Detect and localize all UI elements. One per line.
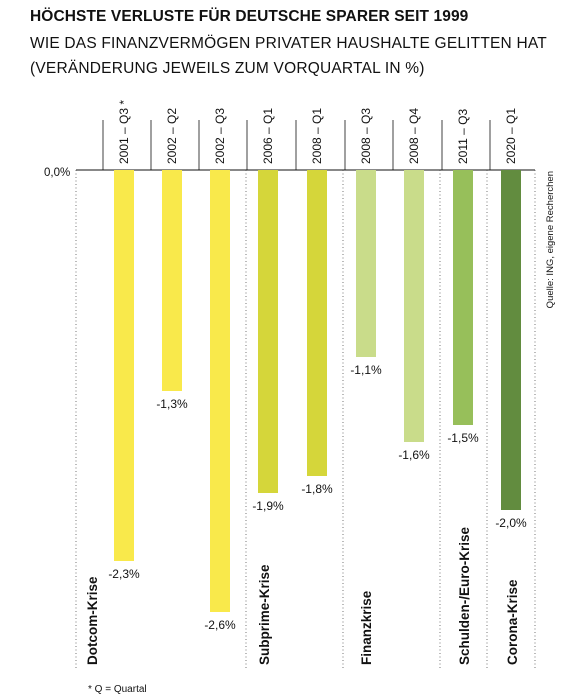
chart-subtitle-line1: WIE DAS FINANZVERMÖGEN PRIVATER HAUSHALT… — [30, 35, 547, 52]
category-tick-label: 2006 – Q1 — [261, 108, 275, 164]
data-label: -2,6% — [204, 618, 236, 632]
data-label: -1,6% — [398, 448, 430, 462]
category-tick-label: 2011 – Q3 — [456, 109, 470, 164]
category-tick-label: 2002 – Q3 — [213, 108, 227, 164]
crisis-group-label: Dotcom-Krise — [85, 576, 100, 665]
category-tick-label: 2020 – Q1 — [504, 108, 518, 164]
crisis-group-labels: Dotcom-Krise Subprime-Krise Finanzkrise Sch… — [85, 526, 520, 665]
bar — [114, 170, 134, 561]
bar — [453, 170, 473, 425]
crisis-group-label: Finanzkrise — [359, 590, 374, 665]
bar — [404, 170, 424, 442]
bar — [162, 170, 182, 391]
crisis-group-label: Subprime-Krise — [257, 564, 272, 665]
category-tick-label: 2001 – Q3 * — [117, 100, 131, 164]
bar — [258, 170, 278, 493]
bar — [210, 170, 230, 612]
category-tick-labels: 2001 – Q3 * 2002 – Q2 2002 – Q3 2006 – Q1 20… — [117, 100, 518, 164]
category-tick-label: 2008 – Q1 — [310, 108, 324, 164]
bar — [356, 170, 376, 357]
category-tick-label: 2008 – Q3 — [359, 108, 373, 164]
bar-series — [114, 170, 521, 612]
crisis-group-label: Corona-Krise — [505, 579, 520, 665]
data-label: -2,0% — [495, 516, 527, 530]
zero-axis-label: 0,0% — [44, 167, 70, 179]
data-label: -2,3% — [108, 567, 140, 581]
data-label: -1,5% — [447, 431, 479, 445]
data-label: -1,1% — [350, 363, 382, 377]
data-label: -1,3% — [156, 397, 188, 411]
crisis-group-label: Schulden-/Euro-Krise — [457, 526, 472, 665]
source-note: Quelle: ING, eigene Recherchen — [545, 171, 556, 308]
data-label: -1,9% — [252, 499, 284, 513]
value-labels: -2,3% -1,3% -2,6% -1,9% -1,8% -1,1% -1,6% -1,5%… — [108, 363, 527, 632]
category-tick-label: 2002 – Q2 — [165, 108, 179, 164]
category-tick-label: 2008 – Q4 — [407, 108, 421, 164]
data-label: -1,8% — [301, 482, 333, 496]
bar — [501, 170, 521, 510]
footnote: * Q = Quartal — [88, 684, 147, 695]
chart-title: HÖCHSTE VERLUSTE FÜR DEUTSCHE SPARER SEI… — [30, 8, 469, 25]
chart-subtitle-line2: (VERÄNDERUNG JEWEILS ZUM VORQUARTAL IN %… — [30, 60, 425, 77]
bar — [307, 170, 327, 476]
